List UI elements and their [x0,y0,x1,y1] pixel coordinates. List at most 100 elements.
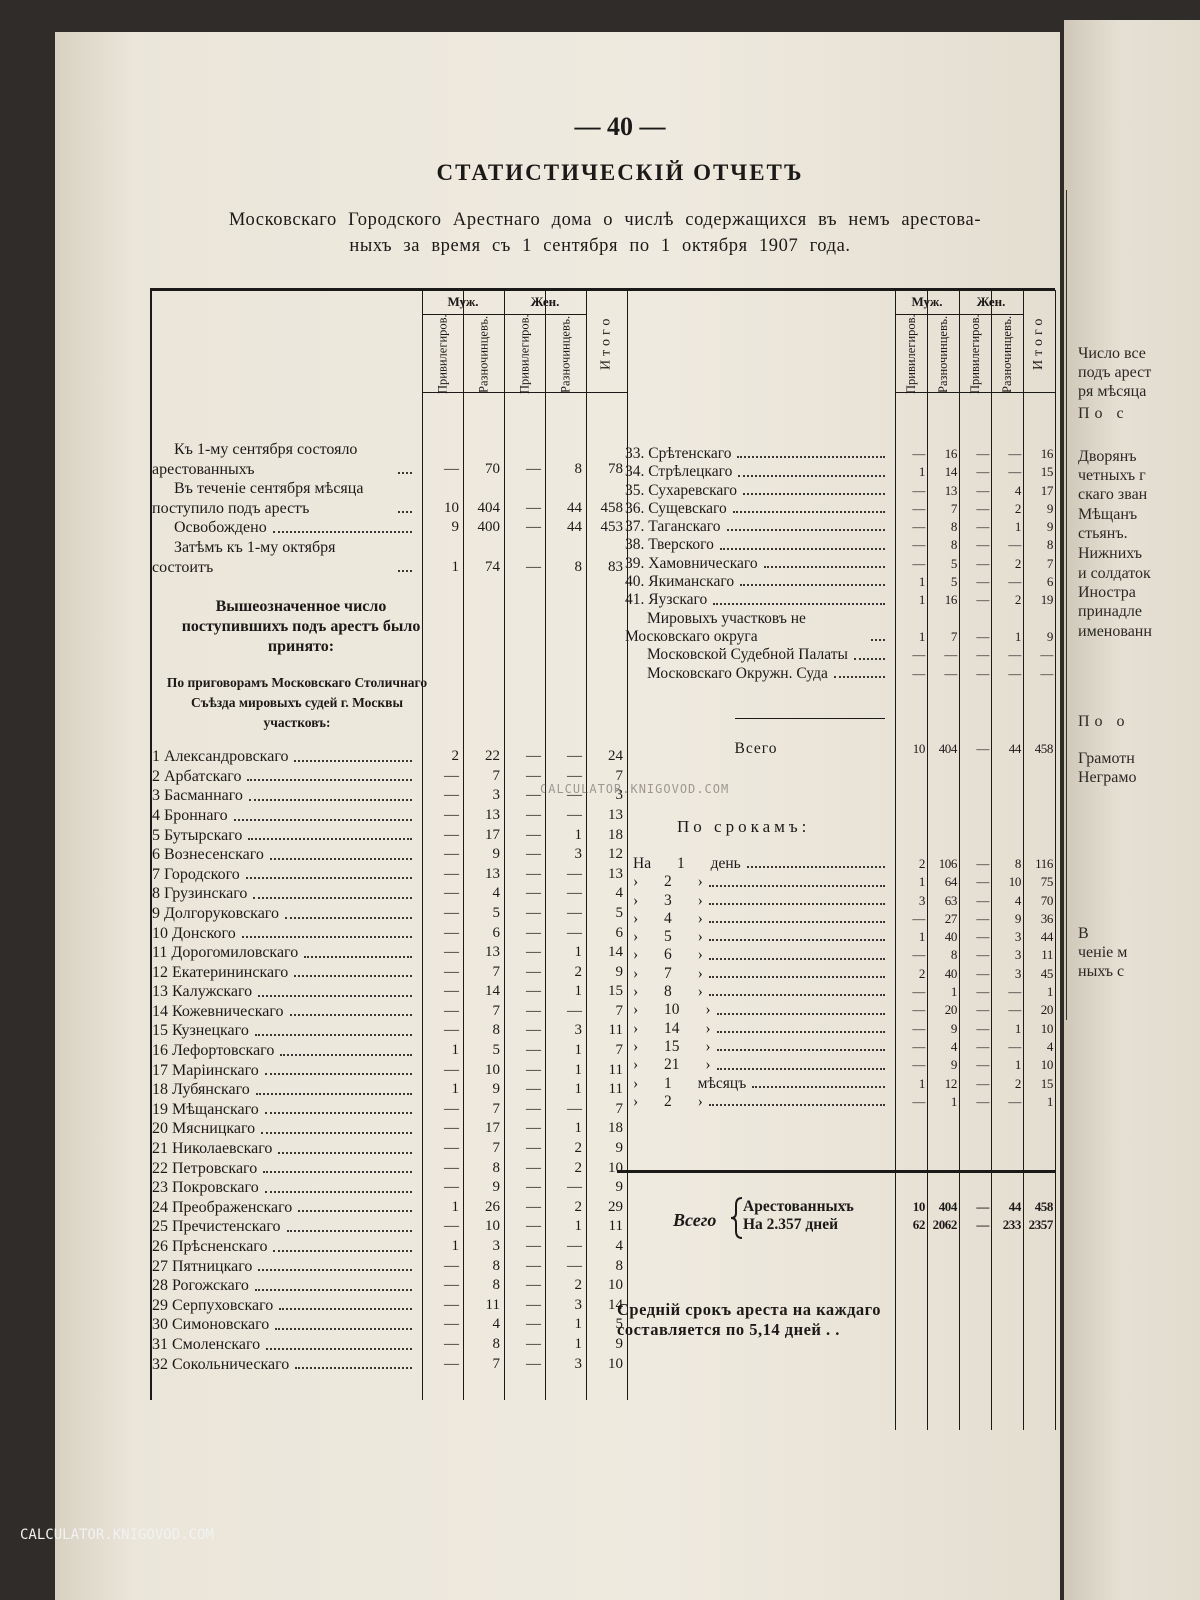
cell-value: — [912,500,925,516]
table-row: 30 Симоновскаго — 4 — 1 5 [152,1315,627,1335]
cell-value: 5 [492,904,501,921]
row-label: 34. Стрѣлецкаго [625,463,895,481]
row-label: › 14 › [625,1020,895,1038]
cell-value: 2 [918,856,926,871]
cell-value: 16 [944,592,958,608]
cell-value: 17 [1040,482,1054,498]
facing-text: Нижнихъ [1078,545,1142,562]
table-row: › 7 › 2 40 — 3 45 [625,965,1055,983]
table-row: › 8 › — 1 — — 1 [625,983,1055,1001]
cell-value: — [444,1355,459,1372]
cell-value: 13 [485,944,500,961]
cell-value: 1 [1014,1020,1022,1036]
cell-value: — [526,1100,541,1117]
cell-value: 9 [1046,519,1054,535]
cell-value: 1 [918,592,926,608]
column-rule [895,290,896,1430]
label-text: 37. Таганскаго [625,518,721,536]
row-label: › 2 › [625,1093,895,1111]
facing-text: ныхъ с [1078,963,1125,980]
row-label: 39. Хамовническаго [625,555,895,573]
facing-text: подъ арест [1078,364,1152,381]
cell-value: 1 [451,1042,460,1059]
label-text: 19 Мѣщанскаго [152,1100,259,1118]
cell-value: — [912,1002,925,1018]
label-text: 8 Грузинскаго [152,885,248,903]
cell-value: 106 [938,856,958,871]
table-row: 23 Покровскаго — 9 — — 9 [152,1178,627,1198]
cell-value: — [1040,665,1053,681]
table-row: 36. Сущевскаго — 7 — 2 9 [625,500,1055,518]
cell-value: 12 [608,846,623,863]
facing-text: По с [1078,405,1129,422]
cell-value: 8 [950,947,958,963]
cell-value: 116 [1035,856,1053,871]
column-header: Разночинцевъ. [476,315,491,393]
column-header: Привилегиров. [903,314,918,394]
cell-value: — [526,885,541,902]
cell-value: — [944,665,957,681]
table-row: 15 Кузнецкаго — 8 — 3 11 [152,1021,627,1041]
table-row: На 2.357 дней 62 2062 — 233 2357 [625,1216,1055,1234]
cell-value: 3 [1014,929,1022,945]
cell-value: — [444,1100,459,1117]
leader-dots [716,1027,885,1033]
cell-value: — [444,1061,459,1078]
row-label: 24 Преображенскаго [152,1198,422,1218]
row-label: 1 Александровскаго [152,747,422,767]
leader-dots [708,1100,885,1107]
cell-value: 3 [492,1238,501,1254]
cell-value: 7 [492,1002,501,1019]
cell-value: — [526,826,541,843]
cell-value: 4 [1014,482,1022,498]
cell-value: 458 [1034,1199,1054,1214]
total-rule [735,718,885,719]
cell-value: 8 [492,1277,501,1294]
column-rule [545,290,546,1400]
row-label: 11 Дорогомиловскаго [152,943,422,963]
cell-value: 9 [451,519,460,536]
cell-value: 3 [615,787,624,804]
row-label: 19 Мѣщанскаго [152,1100,422,1120]
cell-value: — [444,904,459,921]
cell-value: — [976,1038,989,1054]
leader-dots [264,1187,412,1193]
cell-value: — [912,947,925,963]
cell-value: 10 [485,1218,500,1235]
cell-value: — [444,1140,459,1157]
table-row: › 14 › — 9 — 1 10 [625,1020,1055,1038]
label-text: 22 Петровскаго [152,1159,258,1177]
facing-text: скаго зван [1078,486,1148,503]
leader-dots [732,507,885,514]
cell-value: 1 [918,1075,926,1091]
table-row: Освобождено 9 400 — 44 453 [152,518,627,538]
cell-value: 4 [492,1316,501,1333]
cell-value: 26 [485,1198,500,1215]
cell-value: 13 [608,865,623,882]
label-text: 34. Стрѣлецкаго [625,463,733,481]
facing-text: принадле [1078,603,1143,620]
cell-value: — [1008,1002,1021,1018]
cell-value: 4 [492,885,501,902]
cell-value: — [444,1218,459,1235]
cell-value: 1 [574,944,583,961]
row-label: 3 Басманнаго [152,786,422,806]
cell-value: — [526,1140,541,1157]
cell-value: 7 [492,1140,501,1157]
cell-value: — [567,1238,582,1254]
cell-value: — [526,1002,541,1019]
row-label: 12 Екатерининскаго [152,963,422,983]
cell-value: 4 [615,1238,624,1254]
cell-value: — [976,984,989,1000]
row-label: 26 Прѣсненскаго [152,1237,422,1257]
label-text: › 15 › [633,1037,711,1055]
column-header: Разночинцевъ. [558,315,573,393]
cell-value: 11 [608,1218,623,1235]
cell-value: 2 [1014,500,1022,516]
cell-value: 10 [608,1277,623,1294]
row-label: 37. Таганскаго [625,518,895,536]
label-text: 28 Рогожскаго [152,1277,249,1295]
row-label: 17 Маріинскаго [152,1061,422,1081]
cell-value: 13 [485,865,500,882]
cell-value: 15 [1040,464,1054,480]
